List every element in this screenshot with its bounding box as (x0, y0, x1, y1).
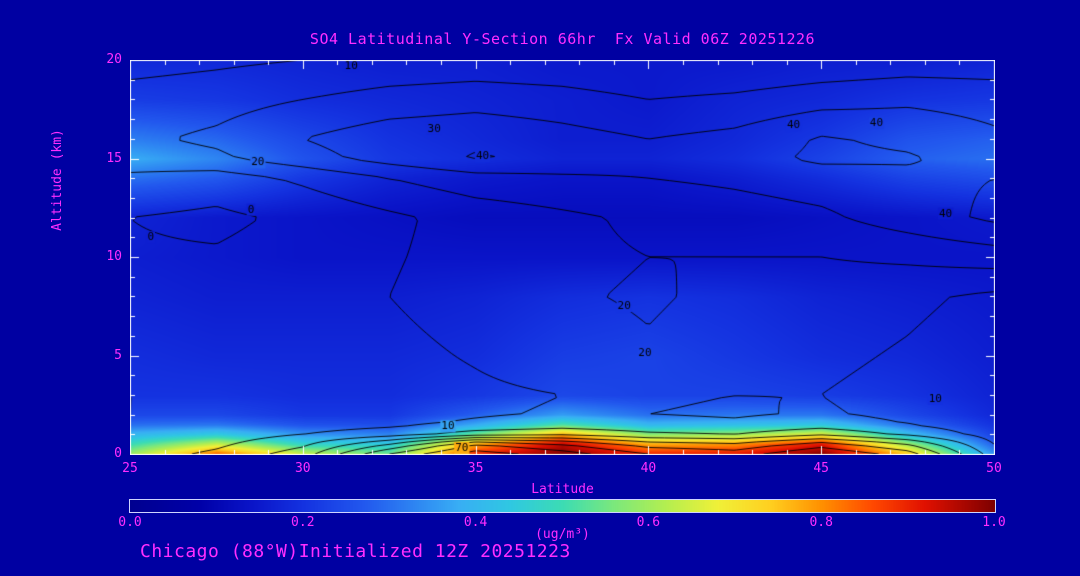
colorbar-tick-label: 0.0 (118, 515, 142, 530)
x-tick-label: 50 (986, 461, 1002, 476)
x-axis-label: Latitude (531, 482, 594, 497)
x-tick-label: 40 (640, 461, 657, 476)
colorbar-tick-label: 0.6 (636, 515, 661, 530)
x-tick-label: 45 (813, 461, 830, 476)
colorbar-tick-label: 0.8 (809, 515, 833, 530)
y-tick-label: 0 (114, 446, 122, 461)
y-tick-label: 15 (106, 150, 122, 166)
colorbar-tick-label: 1.0 (982, 515, 1006, 530)
colorbar-units-label: (ug/m³) (535, 527, 590, 542)
colorbar (129, 499, 996, 513)
x-tick-label: 30 (294, 461, 311, 476)
y-tick-label: 10 (106, 249, 122, 264)
x-tick-label: 25 (122, 461, 138, 476)
so4-heatmap-canvas (130, 60, 995, 455)
colorbar-gradient (130, 500, 995, 512)
x-tick-label: 35 (467, 461, 484, 476)
y-tick-label: 5 (114, 347, 122, 363)
y-tick-label: 20 (106, 52, 122, 67)
colorbar-tick-label: 0.4 (463, 515, 488, 530)
footer-run-info: Chicago (88°W)Initialized 12Z 20251223 (140, 541, 571, 562)
colorbar-tick-label: 0.2 (291, 515, 315, 530)
y-axis-label: Altitude (km) (50, 129, 65, 231)
plot-area (130, 60, 995, 455)
plot-title: SO4 Latitudinal Y-Section 66hr Fx Valid … (309, 30, 816, 48)
